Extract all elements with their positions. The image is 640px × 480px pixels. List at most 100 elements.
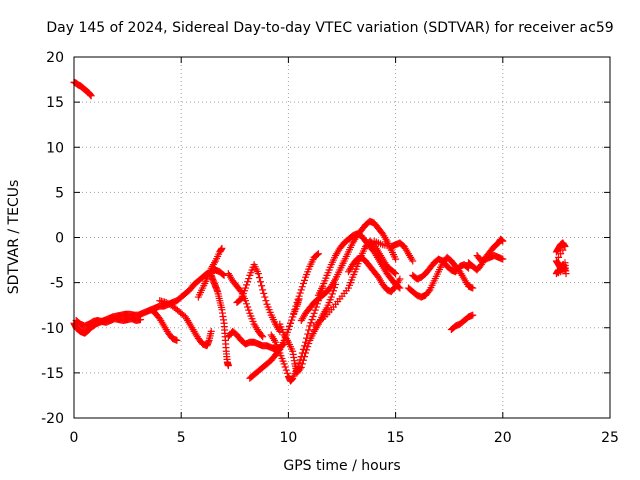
data-point (292, 302, 300, 310)
data-point (300, 342, 308, 350)
y-tick-label: -20 (41, 411, 64, 427)
data-point (289, 313, 297, 321)
data-point (299, 280, 307, 288)
x-tick-label: 25 (601, 430, 619, 446)
y-tick-label: 20 (46, 50, 64, 66)
data-point (557, 250, 565, 258)
data-point (295, 359, 303, 367)
data-point (258, 331, 266, 339)
series-band-early-lower (72, 315, 144, 330)
data-point (218, 244, 226, 252)
data-point (281, 363, 289, 371)
data-point (302, 349, 310, 357)
data-point (136, 316, 144, 324)
y-tick-label: 5 (55, 185, 64, 201)
data-point (305, 340, 313, 348)
series-steep-rise (284, 250, 322, 334)
data-point (559, 246, 567, 254)
series-v-10b (276, 280, 340, 377)
series-dip-6 (156, 297, 215, 350)
data-point (224, 362, 232, 370)
data-point (391, 269, 399, 277)
data-point (243, 281, 251, 289)
data-point (259, 333, 267, 341)
data-point (282, 366, 290, 374)
series-rising-17-18 (447, 311, 477, 334)
data-point (314, 250, 322, 258)
data-point (284, 326, 292, 334)
data-point (392, 255, 400, 263)
data-point (307, 319, 315, 327)
data-point (298, 360, 306, 368)
data-point (469, 311, 477, 319)
data-point (300, 276, 308, 284)
x-axis-label: GPS time / hours (283, 458, 400, 474)
data-point (300, 353, 308, 361)
data-point (499, 255, 507, 263)
y-tick-label: 15 (46, 95, 64, 111)
data-point (311, 306, 319, 314)
data-point (499, 237, 507, 245)
data-point (257, 278, 265, 286)
data-point (297, 363, 305, 371)
data-point (245, 275, 253, 283)
data-point (236, 286, 244, 294)
data-point (561, 243, 569, 251)
data-point (328, 290, 336, 298)
data-point (392, 270, 400, 278)
data-point (469, 284, 477, 292)
data-point (327, 293, 335, 301)
y-tick-label: 10 (46, 140, 64, 156)
series-cluster-18-20 (464, 235, 507, 274)
data-point (243, 300, 251, 308)
data-point (260, 289, 268, 297)
data-point (298, 283, 306, 291)
data-point (255, 274, 263, 282)
data-point (409, 257, 417, 265)
data-point (290, 309, 298, 317)
series-cluster-16b (409, 255, 472, 283)
series-hump-8 (233, 261, 284, 335)
y-tick-label: -5 (50, 276, 64, 292)
series-rise-6 (194, 244, 226, 301)
y-tick-label: 0 (55, 231, 64, 247)
data-point (295, 292, 303, 300)
data-point (305, 326, 313, 334)
data-point (308, 316, 316, 324)
data-point (288, 316, 296, 324)
x-tick-label: 0 (70, 430, 79, 446)
data-point (262, 297, 270, 305)
data-point (309, 312, 317, 320)
plot-frame (73, 56, 611, 419)
data-point (259, 286, 267, 294)
data-point (254, 270, 262, 278)
series-band-early (70, 266, 228, 337)
data-points (70, 78, 570, 385)
x-tick-labels: 0 5 10 15 20 25 (70, 430, 619, 446)
data-point (219, 271, 227, 279)
data-point (302, 338, 310, 346)
data-point (562, 270, 570, 278)
y-axis-label: SDTVAR / TECUs (6, 180, 22, 295)
chart-title: Day 145 of 2024, Sidereal Day-to-day VTE… (46, 20, 613, 36)
x-tick-label: 5 (177, 430, 186, 446)
data-point (285, 322, 293, 330)
data-point (310, 309, 318, 317)
data-point (258, 282, 266, 290)
series-ramp-7 (207, 271, 232, 370)
data-point (261, 293, 269, 301)
data-point (287, 319, 295, 327)
data-point (304, 343, 312, 351)
data-point (242, 297, 250, 305)
data-point (244, 278, 252, 286)
data-point (236, 296, 244, 304)
data-point (291, 306, 299, 314)
y-tick-label: -15 (41, 366, 64, 382)
grid (74, 57, 610, 418)
data-point (297, 286, 305, 294)
y-tick-labels: -20 -15 -10 -5 0 5 10 15 20 (41, 50, 64, 427)
series-wave-14 (344, 253, 404, 296)
data-point (296, 365, 304, 373)
data-point (555, 253, 563, 261)
